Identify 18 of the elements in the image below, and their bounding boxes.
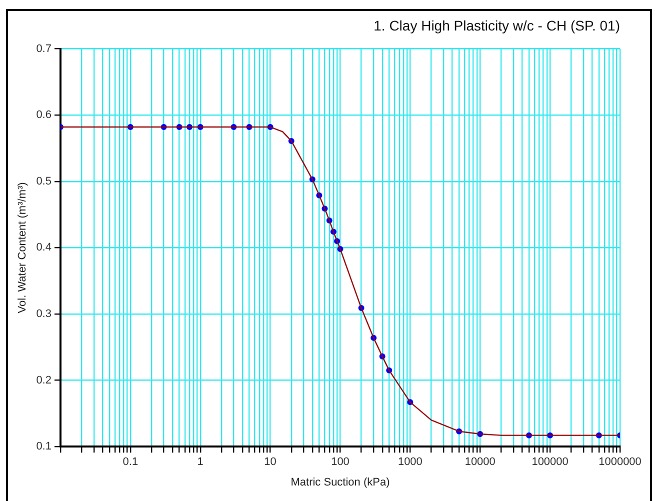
chart-title: 1. Clay High Plasticity w/c - CH (SP. 01) [374,17,620,34]
x-tick-label: 1000000 [598,456,642,468]
y-tick-label: 0.4 [36,242,52,254]
x-tick-label: 1000 [398,456,422,468]
x-tick-label: 1 [197,456,204,468]
x-tick-label: 0.1 [122,456,138,468]
x-axis-title: Matric Suction (kPa) [290,476,390,488]
x-tick-label: 10000 [464,456,496,468]
y-axis-title: Vol. Water Content (m³/m³) [16,182,29,314]
x-tick-label: 100000 [532,456,568,468]
y-tick-label: 0.7 [36,42,52,55]
y-tick-label: 0.2 [36,374,52,386]
x-tick-label: 10 [264,456,276,468]
y-tick-label: 0.6 [36,109,52,122]
y-tick-label: 0.3 [36,308,52,320]
y-tick-label: 0.1 [36,440,52,453]
x-tick-label: 100 [331,456,350,468]
y-tick-label: 0.5 [36,175,52,188]
